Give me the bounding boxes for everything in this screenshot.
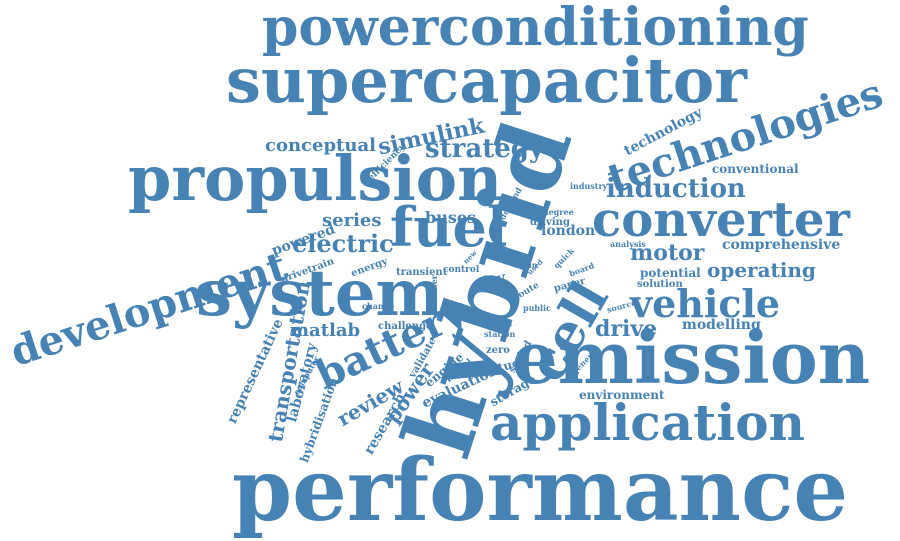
word-control: control <box>443 265 480 275</box>
word-supercapacitor: supercapacitor <box>226 44 747 117</box>
word-station: station <box>484 329 516 339</box>
word-conventional: conventional <box>712 162 799 176</box>
word-performance: performance <box>232 440 849 541</box>
word-transient: transient <box>396 267 448 278</box>
word-induction: induction <box>606 174 746 204</box>
word-strategy: strategy <box>425 134 545 164</box>
word-modelling: modelling <box>682 317 761 333</box>
word-conceptual: conceptual <box>265 135 376 156</box>
word-converter: converter <box>592 192 850 248</box>
word-environment: environment <box>579 388 665 402</box>
word-electric: electric <box>292 229 394 258</box>
word-number: number <box>429 275 439 310</box>
word-main: main <box>515 260 538 270</box>
word-fuel: fuel <box>390 195 508 259</box>
word-propulsion: propulsion <box>128 142 503 215</box>
word-driving: driving <box>530 217 570 228</box>
word-emission: emission <box>512 315 871 400</box>
word-matlab: matlab <box>290 320 361 341</box>
word-design: design <box>479 319 513 329</box>
word-potential: potential <box>640 266 701 280</box>
word-motor: motor <box>630 240 705 266</box>
word-zero: zero <box>486 345 510 356</box>
word-operating: operating <box>707 258 816 282</box>
word-application: application <box>490 393 805 452</box>
word-degree: degree <box>543 207 574 217</box>
word-system: system <box>196 256 444 331</box>
word-analysis: analysis <box>610 239 646 249</box>
word-drive: drive <box>595 316 658 342</box>
word-industry: industry <box>570 181 608 191</box>
word-public: public <box>523 303 551 313</box>
word-change: change <box>362 301 395 311</box>
word-challenge: challenge <box>378 321 433 332</box>
word-vehicle: vehicle <box>630 281 781 326</box>
word-series: series <box>322 210 382 231</box>
word-solution: solution <box>637 279 683 290</box>
word-board: board <box>567 260 596 279</box>
word-buses: buses <box>425 208 477 227</box>
word-london: london <box>541 223 596 239</box>
word-comprehensive: comprehensive <box>722 237 841 253</box>
word-powerconditioning: powerconditioning <box>262 0 809 58</box>
